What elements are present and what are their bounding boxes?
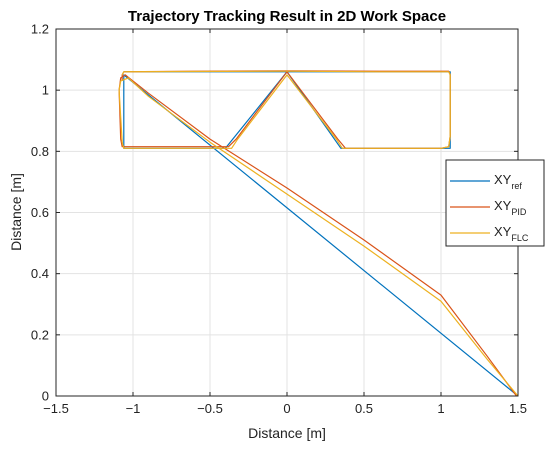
x-axis-ticks: −1.5 −1 −0.5 0 0.5 1 1.5: [43, 29, 527, 416]
y-tick-label: 0: [42, 389, 49, 404]
y-tick-label: 0.6: [31, 205, 49, 220]
x-tick-label: −0.5: [197, 401, 223, 416]
y-axis-label: Distance [m]: [8, 173, 24, 251]
legend-box: [445, 159, 545, 247]
x-tick-label: 1.5: [509, 401, 527, 416]
y-tick-label: 0.4: [31, 266, 49, 281]
x-tick-label: 0.5: [355, 401, 373, 416]
x-tick-label: 0: [283, 401, 290, 416]
y-tick-label: 1: [42, 83, 49, 98]
x-tick-label: −1.5: [43, 401, 69, 416]
series-line-FLC: [118, 70, 519, 397]
series-layer: [118, 70, 519, 397]
x-tick-label: 1: [437, 401, 444, 416]
x-tick-label: −1: [126, 401, 141, 416]
x-axis-label: Distance [m]: [248, 425, 326, 441]
y-axis-ticks: 0 0.2 0.4 0.6 0.8 1 1.2: [31, 22, 518, 404]
y-tick-label: 0.8: [31, 144, 49, 159]
chart-title: Trajectory Tracking Result in 2D Work Sp…: [128, 8, 446, 25]
y-tick-label: 1.2: [31, 22, 49, 37]
y-tick-label: 0.2: [31, 327, 49, 342]
